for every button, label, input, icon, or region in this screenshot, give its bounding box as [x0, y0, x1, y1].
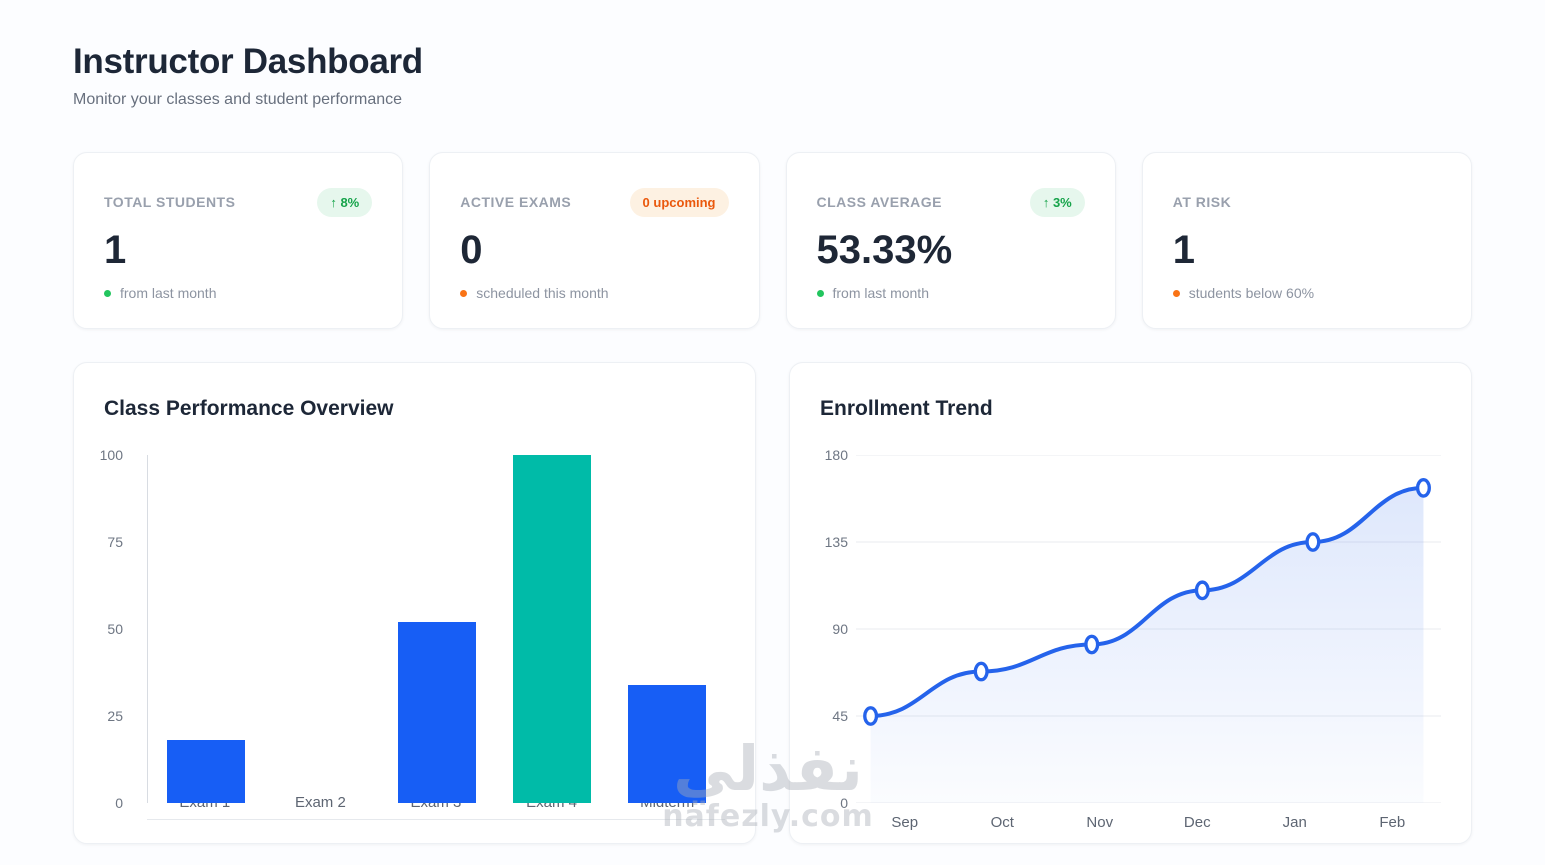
status-dot-icon [460, 289, 468, 297]
line-chart: 180 135 90 45 0 [820, 447, 1441, 811]
charts-row: Class Performance Overview 100 75 50 25 0 Ex… [0, 362, 1545, 844]
stat-footnote-text: from last month [120, 285, 217, 301]
x-axis-label: Dec [1183, 814, 1211, 831]
x-axis-label: Oct [990, 814, 1014, 831]
stat-footnote-text: from last month [832, 285, 929, 301]
data-point-sep[interactable] [863, 706, 879, 726]
stat-value: 1 [1172, 228, 1195, 272]
stat-card-top: AT RISK [1173, 187, 1441, 217]
stat-card-at-risk: AT RISK 1 students below 60% [1141, 152, 1472, 329]
line-chart-y-axis: 180 135 90 45 0 [820, 447, 856, 811]
x-axis-label: Sep [891, 814, 919, 831]
stat-footnote-text: students below 60% [1188, 285, 1315, 301]
line-chart-svg [856, 455, 1441, 803]
y-tick-label: 180 [824, 447, 848, 463]
data-point-jan[interactable] [1305, 532, 1321, 552]
trend-badge: ↑ 8% [317, 187, 373, 217]
stat-card-class-average: CLASS AVERAGE ↑ 3% 53.33% from last mont… [785, 152, 1116, 329]
enrollment-trend-chart-card: Enrollment Trend 180 135 90 45 0 Sep Oct Nov De… [789, 362, 1472, 844]
bar-band [494, 455, 609, 803]
y-tick-label: 25 [107, 708, 123, 724]
stat-value: 1 [104, 228, 127, 272]
bar-band [263, 455, 378, 803]
stat-card-active-exams: ACTIVE EXAMS 0 upcoming 0 scheduled this… [429, 152, 760, 329]
trend-line [868, 485, 1426, 718]
x-axis-label: Exam 2 [294, 794, 346, 811]
bar-band [379, 455, 494, 803]
bar-band [148, 455, 263, 803]
x-axis-label: Feb [1379, 814, 1406, 831]
stats-row: TOTAL STUDENTS ↑ 8% 1 from last month AC… [0, 152, 1545, 329]
bar-midterm[interactable] [628, 684, 707, 803]
data-point-dec[interactable] [1194, 580, 1210, 601]
trend-badge: ↑ 3% [1029, 187, 1085, 217]
x-axis-label: Jan [1282, 814, 1307, 831]
page-header: Instructor Dashboard Monitor your classe… [0, 0, 1545, 109]
page-subtitle: Monitor your classes and student perform… [73, 91, 403, 108]
stat-card-total-students: TOTAL STUDENTS ↑ 8% 1 from last month [73, 152, 404, 329]
stat-label: AT RISK [1172, 194, 1232, 210]
line-chart-title: Enrollment Trend [820, 397, 993, 420]
stat-footnote: students below 60% [1172, 285, 1441, 301]
bar-band [610, 455, 725, 803]
y-tick-label: 100 [99, 447, 123, 463]
stat-card-top: CLASS AVERAGE ↑ 3% [817, 187, 1085, 217]
bar-chart-y-axis: 100 75 50 25 0 [100, 447, 147, 811]
data-point-feb[interactable] [1415, 477, 1431, 498]
bar-exam-4[interactable] [512, 455, 591, 803]
stat-footnote: from last month [816, 285, 1085, 301]
stat-value: 53.33% [816, 228, 953, 272]
stat-label: CLASS AVERAGE [816, 194, 943, 210]
stat-footnote: from last month [104, 285, 372, 301]
bar-chart-title: Class Performance Overview [104, 397, 394, 420]
y-tick-label: 0 [115, 795, 123, 811]
stat-footnote-text: scheduled this month [476, 285, 609, 301]
x-axis-label: Nov [1086, 814, 1114, 831]
page-title: Instructor Dashboard [73, 42, 423, 81]
y-tick-label: 0 [840, 795, 848, 811]
stat-value: 0 [460, 228, 483, 272]
y-tick-label: 90 [832, 621, 848, 637]
y-tick-label: 75 [107, 534, 123, 550]
stat-card-top: TOTAL STUDENTS ↑ 8% [104, 187, 373, 217]
y-tick-label: 135 [824, 534, 848, 550]
data-point-nov[interactable] [1084, 634, 1100, 655]
bar-exam-3[interactable] [397, 622, 476, 803]
bar-exam-1[interactable] [166, 740, 245, 803]
class-performance-chart-card: Class Performance Overview 100 75 50 25 0 Ex… [73, 362, 756, 844]
y-tick-label: 50 [107, 621, 123, 637]
stat-card-top: ACTIVE EXAMS 0 upcoming [460, 187, 729, 217]
bar-chart: 100 75 50 25 0 [100, 447, 725, 811]
stat-label: TOTAL STUDENTS [104, 194, 236, 210]
status-dot-icon [816, 289, 824, 297]
line-chart-x-axis: Sep Oct Nov Dec Jan Feb [856, 803, 1441, 840]
data-point-oct[interactable] [973, 661, 989, 682]
upcoming-badge: 0 upcoming [629, 187, 729, 217]
y-tick-label: 45 [832, 708, 848, 724]
status-dot-icon [1172, 289, 1180, 297]
stat-footnote: scheduled this month [460, 285, 728, 301]
status-dot-icon [104, 289, 111, 297]
bar-chart-plot [147, 455, 725, 803]
line-chart-plot [856, 455, 1441, 803]
area-fill [870, 487, 1424, 803]
stat-label: ACTIVE EXAMS [460, 194, 572, 210]
